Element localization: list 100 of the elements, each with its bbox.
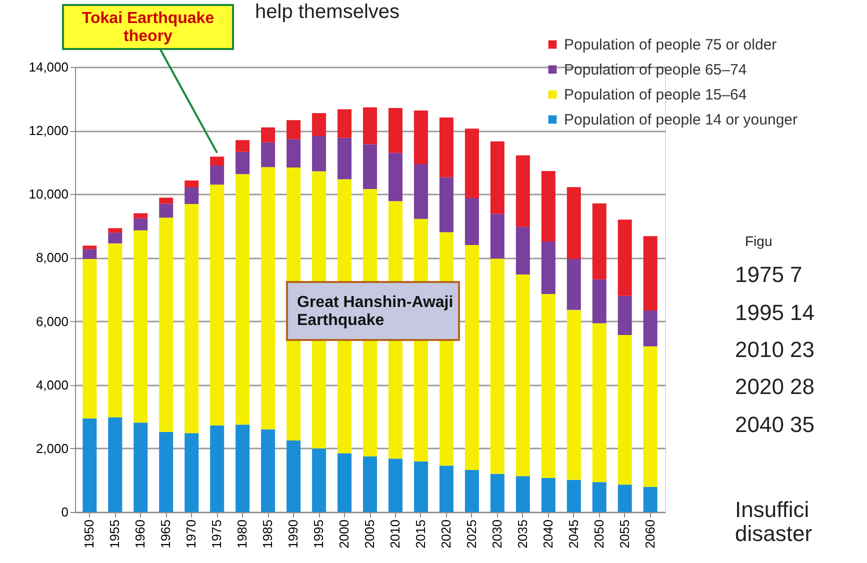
bar <box>516 155 530 227</box>
y-tick-label: 14,000 <box>28 60 68 74</box>
bar <box>184 180 199 188</box>
bar <box>592 203 606 280</box>
bar <box>82 258 97 419</box>
bar <box>592 279 606 324</box>
text: 2020 28 <box>735 374 815 399</box>
bar <box>618 220 632 296</box>
bar <box>618 334 632 485</box>
bar <box>643 236 658 310</box>
bar <box>159 204 174 218</box>
bar <box>338 453 352 512</box>
bar <box>338 138 352 180</box>
bar <box>643 486 658 512</box>
bar <box>464 470 479 512</box>
legend-label: Population of people 65–74 <box>564 62 747 78</box>
bar <box>159 218 174 432</box>
y-tick-label: 6,000 <box>36 314 68 329</box>
bar <box>261 127 276 142</box>
bar <box>286 139 301 168</box>
bar <box>312 136 326 172</box>
bar <box>464 128 479 198</box>
legend-label: Population of people 15–64 <box>564 86 747 104</box>
x-tick-label: 2030 <box>489 520 504 548</box>
y-tick-label: 10,000 <box>28 186 68 202</box>
x-tick-label: 2040 <box>540 520 556 548</box>
bar <box>516 274 530 476</box>
x-tick-label: 2025 <box>464 520 479 548</box>
text: 1995 14 <box>735 300 815 325</box>
x-tick-label: 1995 <box>311 520 326 548</box>
bar <box>210 184 224 426</box>
x-tick-label: 2035 <box>514 520 530 548</box>
x-tick-label: 1975 <box>209 520 224 548</box>
bar <box>184 433 199 512</box>
bar <box>439 118 454 178</box>
legend-label: Population of people 14 or younger <box>564 112 798 128</box>
bar <box>286 120 301 140</box>
x-tick-label: 2015 <box>412 520 428 548</box>
bar <box>236 174 250 425</box>
bar <box>108 243 122 418</box>
bar <box>82 249 97 259</box>
bar <box>312 113 326 136</box>
x-tick-label: 1955 <box>107 520 122 548</box>
bar <box>388 152 402 202</box>
bar <box>159 198 174 204</box>
bar <box>566 480 581 512</box>
x-tick-label: 2000 <box>336 520 352 548</box>
bar <box>388 108 402 153</box>
bar <box>236 140 250 152</box>
bar <box>363 144 377 190</box>
bar <box>541 294 556 478</box>
bar <box>184 187 199 204</box>
x-tick-label: 2020 <box>438 520 454 548</box>
bar <box>490 258 504 474</box>
bar <box>541 242 556 294</box>
bar <box>312 448 326 512</box>
bar <box>414 461 428 512</box>
bar <box>338 109 352 138</box>
bar <box>82 418 97 512</box>
bar <box>439 466 454 512</box>
bar <box>618 296 632 335</box>
annotation: Great Hanshin-Awaji Earthquake <box>297 294 454 329</box>
x-tick-label: 2060 <box>642 520 658 548</box>
y-tick-label: 0 <box>61 504 68 520</box>
x-tick-label: 1980 <box>234 520 250 548</box>
bar <box>210 166 224 185</box>
text: Insuffici disaster <box>735 497 812 546</box>
bar <box>236 152 250 174</box>
bar <box>490 141 504 214</box>
y-tick-label: 2,000 <box>36 440 68 456</box>
annotation: Tokai Earthquake theory <box>82 10 214 45</box>
bar <box>566 258 581 310</box>
bar <box>566 187 581 259</box>
bar <box>490 214 504 259</box>
x-tick-label: 2005 <box>362 520 377 548</box>
text: 2040 35 <box>735 412 815 437</box>
chart-title: help themselves <box>255 1 400 23</box>
bar <box>134 422 148 512</box>
legend-label: Population of people 75 or older <box>564 36 777 54</box>
x-tick-label: 2010 <box>387 520 402 548</box>
x-tick-label: 1960 <box>132 520 148 548</box>
x-tick-label: 1950 <box>82 520 97 548</box>
bar <box>363 456 377 512</box>
text: Figu <box>745 233 772 249</box>
x-tick-label: 1965 <box>158 520 174 548</box>
bar <box>490 474 504 512</box>
bar <box>261 167 276 430</box>
x-tick-label: 1990 <box>286 520 301 548</box>
bar <box>210 426 224 512</box>
bar <box>159 432 174 512</box>
bar <box>388 458 402 512</box>
bar <box>286 440 301 512</box>
bar <box>261 429 276 512</box>
y-tick-label: 8,000 <box>36 250 68 266</box>
bar <box>82 246 97 250</box>
bar <box>541 170 556 242</box>
bar <box>236 424 250 512</box>
bar <box>592 482 606 512</box>
bar <box>108 417 122 512</box>
bar <box>108 228 122 233</box>
